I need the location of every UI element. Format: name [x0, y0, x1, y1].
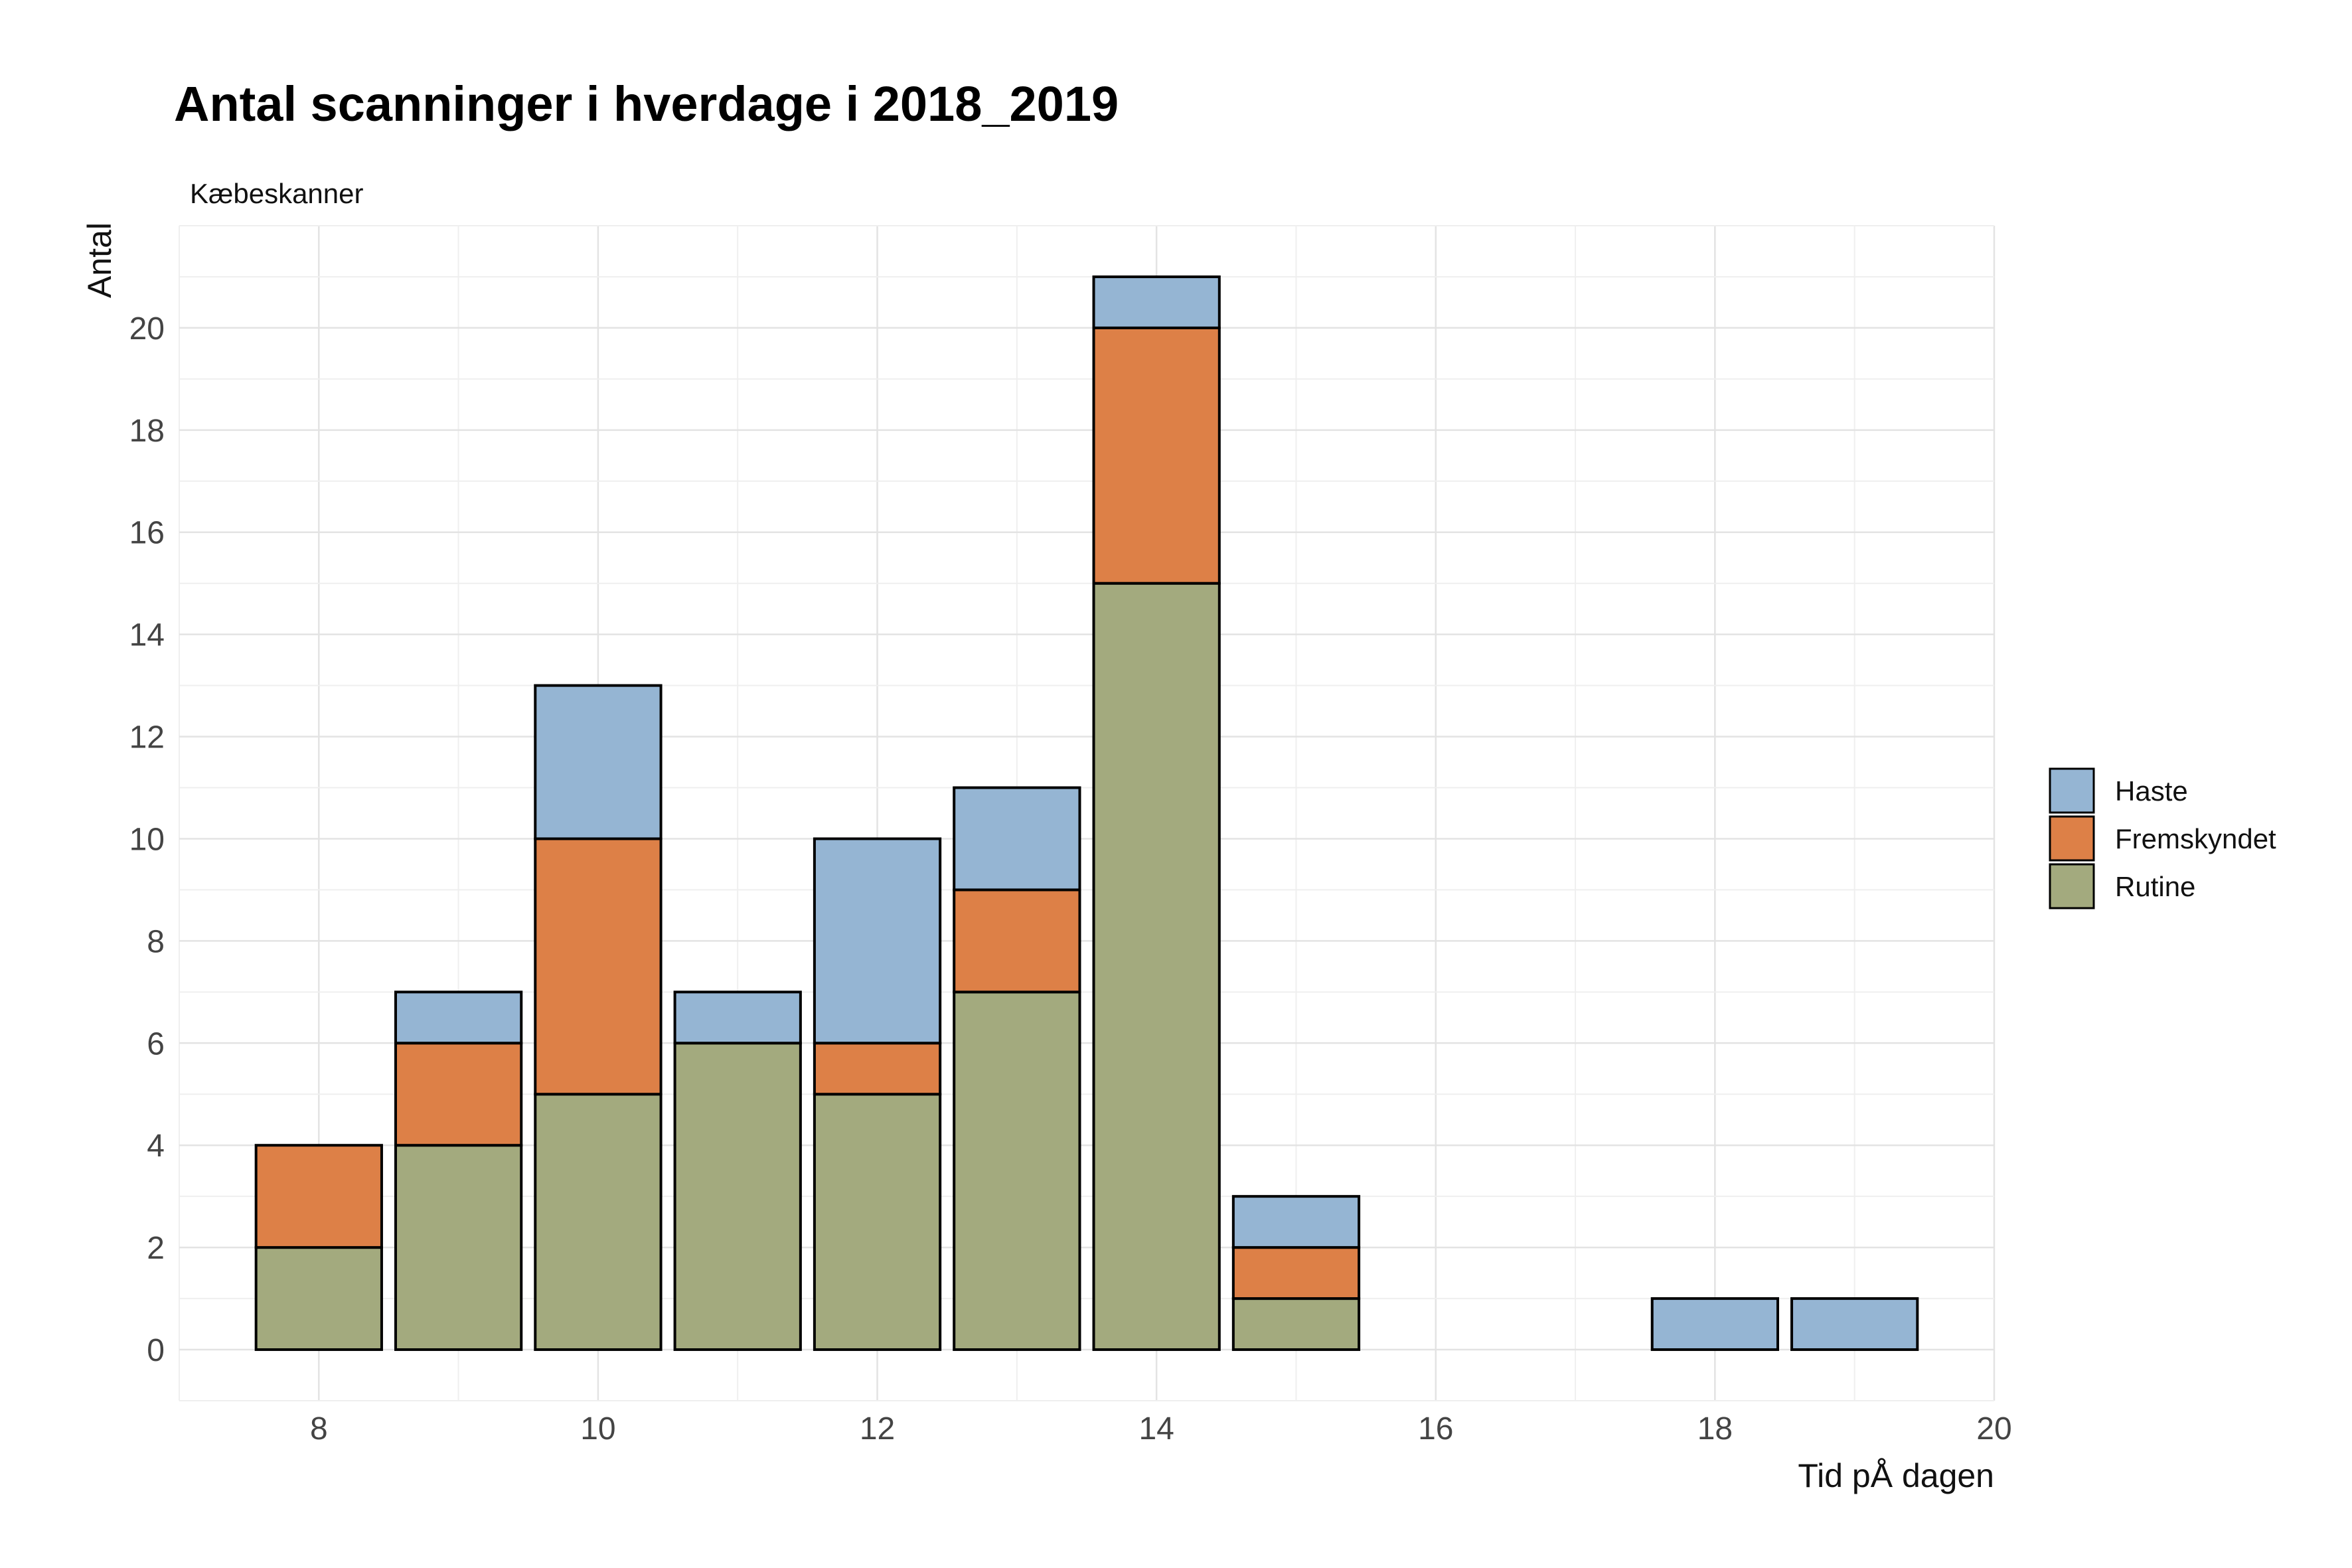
y-tick-label: 18	[129, 414, 165, 449]
y-tick-label: 6	[147, 1026, 165, 1061]
grid	[179, 225, 1996, 1401]
bar-segment-rutine	[673, 1042, 802, 1352]
y-tick-label: 2	[147, 1231, 165, 1266]
bar-segment-rutine	[254, 1246, 383, 1352]
bar-segment-haste	[953, 786, 1081, 892]
legend-label-fremskyndet: Fremskyndet	[2115, 823, 2276, 854]
y-tick-label: 16	[129, 516, 165, 551]
bar-segment-haste	[1092, 275, 1221, 329]
legend-swatch-rutine	[2049, 863, 2095, 909]
x-tick-label: 20	[1976, 1411, 2011, 1447]
bar-segment-haste	[673, 990, 802, 1045]
x-tick-label: 14	[1138, 1411, 1174, 1447]
y-tick-label: 12	[129, 720, 165, 755]
bar-segment-haste	[1231, 1195, 1361, 1249]
bar-segment-haste	[394, 990, 523, 1045]
legend-swatch-haste	[2049, 767, 2095, 814]
bar-segment-fremskyndet	[394, 1042, 523, 1147]
bar-segment-rutine	[813, 1093, 942, 1352]
bar-segment-fremskyndet	[953, 888, 1081, 994]
chart-title: Antal scanninger i hverdage i 2018_2019	[174, 76, 1119, 131]
bar-segment-haste	[1790, 1297, 1919, 1352]
bar-segment-fremskyndet	[1092, 326, 1221, 585]
x-axis-ticks: 8 10 12 14 16 18 20	[310, 1411, 2012, 1447]
y-tick-label: 20	[129, 311, 165, 347]
bar-segment-fremskyndet	[254, 1144, 383, 1249]
y-axis-ticks: 0 2 4 6 8 10 12 14 16 18 20	[129, 311, 165, 1368]
bar-segment-haste	[534, 684, 663, 840]
legend-swatch-fremskyndet	[2049, 815, 2095, 862]
legend-label-rutine: Rutine	[2115, 871, 2195, 902]
chart-subtitle: Kæbeskanner	[190, 178, 364, 209]
bar-segment-rutine	[534, 1093, 663, 1352]
bar-segment-haste	[813, 837, 942, 1045]
y-tick-label: 10	[129, 822, 165, 857]
x-tick-label: 8	[310, 1411, 328, 1447]
y-tick-label: 14	[129, 618, 165, 653]
x-tick-label: 12	[860, 1411, 895, 1447]
bar-segment-fremskyndet	[1231, 1246, 1361, 1300]
y-tick-label: 8	[147, 924, 165, 959]
x-tick-label: 16	[1418, 1411, 1453, 1447]
x-tick-label: 18	[1697, 1411, 1733, 1447]
bar-segment-rutine	[1092, 582, 1221, 1352]
bar-segment-haste	[1650, 1297, 1780, 1352]
bar-segment-fremskyndet	[534, 837, 663, 1096]
legend-label-haste: Haste	[2115, 775, 2188, 807]
y-tick-label: 0	[147, 1333, 165, 1368]
x-axis-label: Tid pÅ dagen	[1798, 1457, 1994, 1494]
bar-segment-rutine	[953, 990, 1081, 1352]
bars	[254, 275, 1919, 1352]
y-tick-label: 4	[147, 1129, 165, 1164]
bar-segment-rutine	[394, 1144, 523, 1352]
bar-segment-fremskyndet	[813, 1042, 942, 1096]
bar-segment-rutine	[1231, 1297, 1361, 1352]
y-axis-label: Antal	[81, 222, 118, 298]
legend: Haste Fremskyndet Rutine	[2049, 767, 2276, 909]
x-tick-label: 10	[580, 1411, 615, 1447]
